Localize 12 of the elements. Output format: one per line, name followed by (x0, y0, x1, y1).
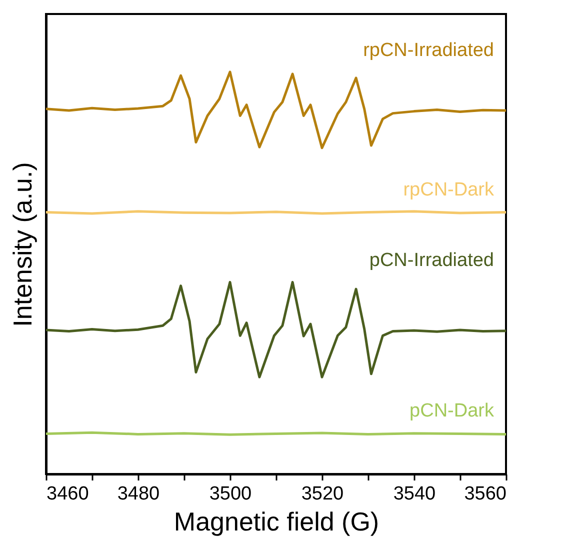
series-label: rpCN-Irradiated (363, 40, 494, 61)
x-tick-label: 3540 (393, 484, 436, 504)
x-axis-title: Magnetic field (G) (174, 506, 380, 536)
x-tick-label: 3500 (209, 484, 252, 504)
series-label: pCN-Dark (410, 400, 494, 422)
x-tick-label: 3480 (117, 484, 160, 504)
x-tick-label: 3560 (464, 484, 506, 504)
series-label: rpCN-Dark (403, 179, 494, 200)
y-axis-title: Intensity (a.u.) (8, 162, 38, 327)
series-label: pCN-Irradiated (369, 250, 494, 272)
x-tick-label: 3520 (301, 484, 344, 504)
x-tick-label: 3460 (46, 484, 89, 504)
